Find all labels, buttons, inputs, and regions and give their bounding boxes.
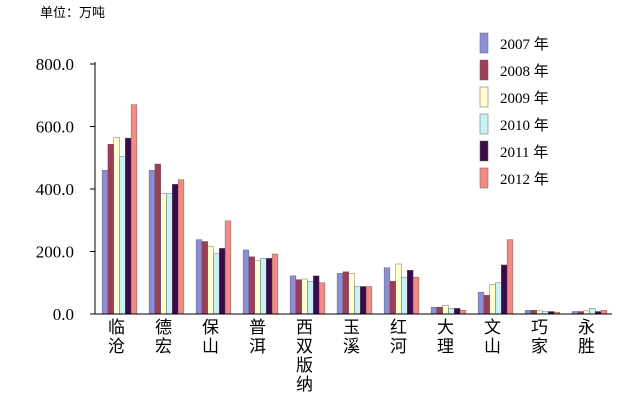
bar <box>342 271 349 315</box>
bar <box>195 239 203 315</box>
y-tick-label: 800.0 <box>36 55 74 74</box>
bar <box>224 220 232 315</box>
bar <box>213 253 220 315</box>
legend-label: 2011 年 <box>500 144 548 161</box>
bar <box>383 267 391 315</box>
bar <box>360 286 367 315</box>
bar <box>501 264 508 315</box>
y-tick-label: 200.0 <box>36 243 74 262</box>
y-axis-ticks: 800.0 600.0 400.0 200.0 0.0 <box>36 55 95 324</box>
bar <box>166 193 173 315</box>
bars-group <box>101 104 608 315</box>
bar <box>506 239 514 315</box>
bar <box>242 249 250 315</box>
bar <box>448 308 455 315</box>
bar <box>307 280 314 315</box>
bar <box>113 137 120 315</box>
x-tick-label: 保山 <box>202 318 219 357</box>
x-tick-label: 大理 <box>437 318 454 357</box>
legend-swatch <box>479 86 489 108</box>
bar <box>495 282 502 315</box>
bar <box>101 170 109 315</box>
legend-label: 2009 年 <box>500 90 549 107</box>
bar <box>201 241 208 315</box>
bar <box>459 310 467 315</box>
bar <box>354 286 361 315</box>
bar <box>271 253 279 315</box>
bar <box>442 305 449 315</box>
x-tick-label: 玉溪 <box>343 318 360 357</box>
bar <box>430 306 438 315</box>
bar <box>148 170 156 315</box>
y-tick-label: 0.0 <box>53 305 74 324</box>
bar <box>600 310 608 315</box>
legend-swatch <box>479 32 489 54</box>
bar <box>313 275 320 315</box>
bar <box>336 273 344 315</box>
legend-swatch <box>479 59 489 81</box>
bar <box>125 137 132 315</box>
bar <box>301 278 308 315</box>
bar <box>407 270 414 315</box>
y-tick-label: 600.0 <box>36 118 74 137</box>
x-tick-label: 普洱 <box>249 318 266 357</box>
bar <box>589 308 596 315</box>
bar <box>248 256 255 315</box>
x-tick-label: 红河 <box>390 318 407 357</box>
bar <box>107 144 114 315</box>
bar <box>119 156 126 315</box>
bar <box>289 275 297 315</box>
bar <box>477 291 485 315</box>
bar <box>401 276 408 315</box>
x-tick-label: 临沧 <box>108 318 125 357</box>
bar <box>489 284 496 315</box>
bar <box>160 193 167 315</box>
bar <box>154 163 161 315</box>
bar <box>207 246 214 315</box>
bar <box>530 310 537 315</box>
legend-label: 2008 年 <box>500 63 549 80</box>
bar <box>172 184 179 315</box>
legend-swatch <box>479 167 489 189</box>
bar <box>483 295 490 315</box>
bar <box>254 260 261 315</box>
bar <box>389 280 396 315</box>
y-tick-label: 400.0 <box>36 180 74 199</box>
legend: 2007 年 2008 年 2009 年 2010 年 2011 年 2012 年 <box>479 32 549 189</box>
bar <box>130 104 138 315</box>
bar <box>454 308 461 315</box>
x-tick-label: 德宏 <box>155 318 172 357</box>
unit-label: 单位：万吨 <box>40 6 105 21</box>
bar <box>266 258 273 315</box>
bar <box>295 279 302 315</box>
x-tick-label: 西双版纳 <box>296 318 313 395</box>
legend-label: 2010 年 <box>500 117 549 134</box>
bar <box>260 258 267 315</box>
bar <box>219 248 226 315</box>
x-tick-label: 文山 <box>484 318 501 357</box>
bar <box>412 276 420 315</box>
bar <box>524 310 532 315</box>
bar <box>436 306 443 315</box>
legend-swatch <box>479 140 489 162</box>
bar <box>395 263 402 315</box>
legend-swatch <box>479 113 489 135</box>
bar <box>348 273 355 315</box>
legend-label: 2007 年 <box>500 36 549 53</box>
x-tick-label: 巧家 <box>531 318 548 357</box>
bar <box>365 286 373 315</box>
bar <box>318 282 326 315</box>
bar <box>177 179 185 315</box>
legend-label: 2012 年 <box>500 171 549 188</box>
x-tick-label: 永胜 <box>578 318 595 357</box>
